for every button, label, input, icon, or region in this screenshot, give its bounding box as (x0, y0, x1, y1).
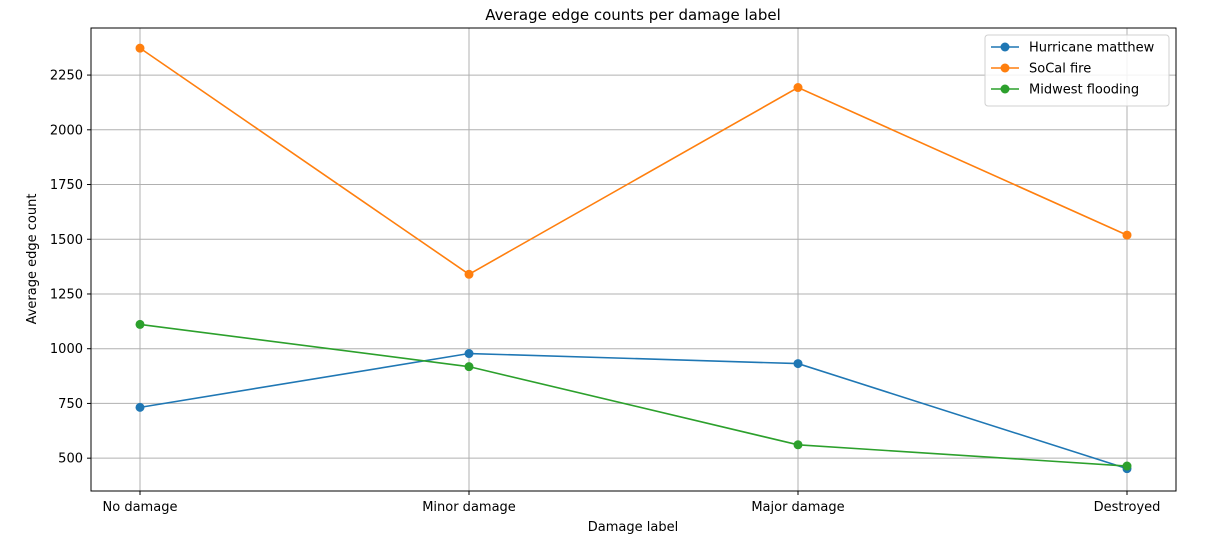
data-point (464, 349, 474, 359)
series-line (139, 352, 1128, 470)
legend-frame (984, 34, 1170, 107)
gridlines (91, 28, 1176, 491)
data-point (793, 83, 803, 93)
x-tick-label: Major damage (751, 500, 844, 515)
y-tick-label: 2000 (50, 123, 83, 138)
x-axis-label: Damage label (588, 520, 678, 535)
x-axis-ticks: No damage Minor damage Major damage Destroy… (103, 491, 1161, 515)
x-tick-label: Minor damage (422, 500, 516, 515)
y-tick-label: 750 (58, 397, 83, 412)
data-point (793, 359, 803, 369)
y-tick-label: 1250 (50, 287, 83, 302)
data-point (464, 362, 474, 372)
data-point (135, 43, 145, 53)
legend-marker (1000, 84, 1010, 94)
y-tick-label: 1000 (50, 342, 83, 357)
data-point (135, 319, 145, 329)
legend-marker (1000, 42, 1010, 52)
x-tick-label: No damage (103, 500, 178, 515)
data-point (464, 269, 474, 279)
y-tick-label: 2250 (50, 69, 83, 84)
chart-title: Average edge counts per damage label (485, 6, 781, 24)
series-layer (135, 43, 1132, 474)
legend-label: Hurricane matthew (1029, 41, 1155, 56)
y-tick-label: 1500 (50, 233, 83, 248)
y-tick-label: 500 (58, 452, 83, 467)
y-axis-label: Average edge count (25, 194, 40, 325)
legend-marker (1000, 63, 1010, 73)
data-point (793, 440, 803, 450)
series-line (139, 323, 1128, 467)
legend-label: Midwest flooding (1029, 83, 1139, 98)
legend: Hurricane matthew SoCal fire Midwest flood… (984, 34, 1170, 107)
y-tick-label: 1750 (50, 178, 83, 193)
series-line (139, 47, 1128, 276)
data-point (135, 402, 145, 412)
data-point (1122, 230, 1132, 240)
x-tick-label: Destroyed (1094, 500, 1161, 515)
y-axis-ticks: 500 750 1000 1250 1500 1750 2000 2250 (50, 69, 91, 467)
data-point (1122, 461, 1132, 471)
legend-label: SoCal fire (1029, 62, 1091, 77)
plot-frame (90, 27, 1177, 492)
